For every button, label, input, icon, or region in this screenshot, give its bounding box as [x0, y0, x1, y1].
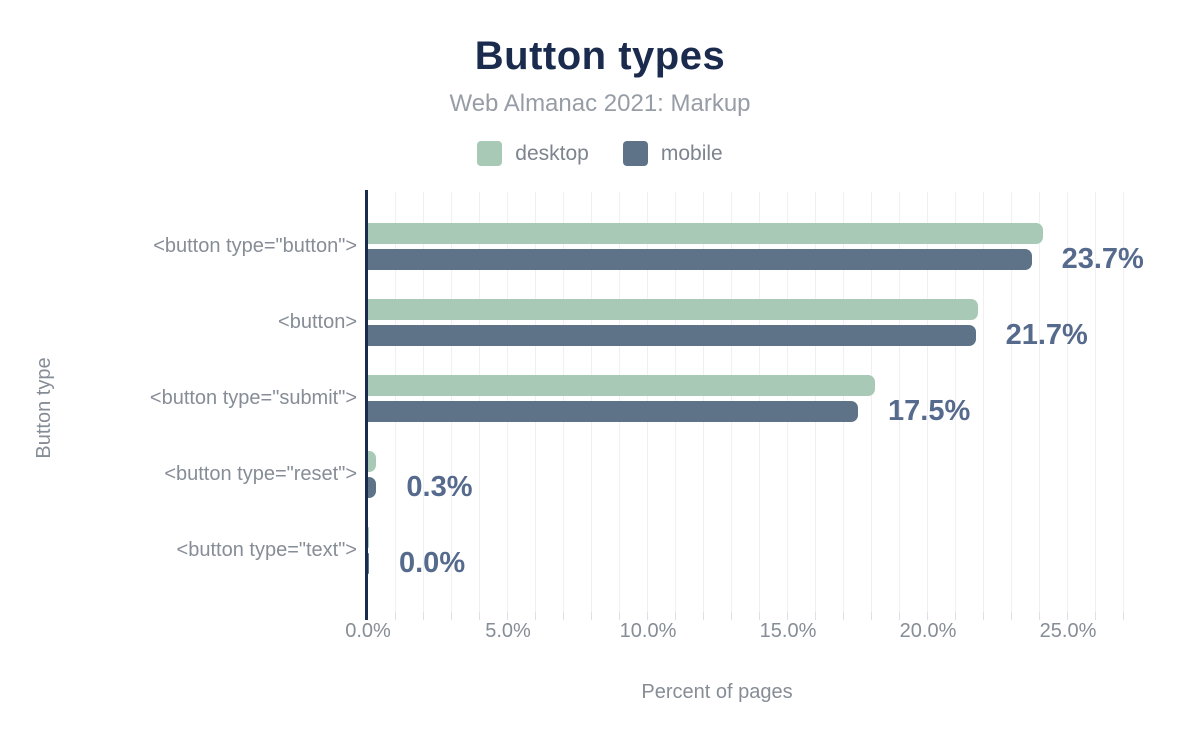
category-label: <button> — [278, 311, 357, 333]
value-label: 0.0% — [399, 547, 466, 579]
bar-desktop — [368, 450, 377, 472]
bar-group: 0.3% — [368, 436, 1138, 512]
bar-group: 17.5% — [368, 360, 1138, 436]
desktop-swatch-icon — [477, 141, 503, 166]
bar-mobile — [368, 324, 976, 346]
value-label: 17.5% — [888, 395, 971, 427]
x-axis-minor-tick — [675, 612, 676, 620]
x-axis-minor-tick — [899, 612, 900, 620]
x-axis-minor-tick — [927, 612, 928, 620]
mobile-swatch-icon — [622, 141, 648, 166]
chart-subtitle: Web Almanac 2021: Markup — [449, 90, 751, 117]
gridline — [871, 192, 872, 612]
x-axis-minor-tick — [871, 612, 872, 620]
x-axis-minor-tick — [731, 612, 732, 620]
bar-desktop — [368, 374, 875, 396]
x-axis-minor-tick — [1123, 612, 1124, 620]
bar-group: 21.7% — [368, 284, 1138, 360]
bar-desktop — [368, 222, 1043, 244]
x-tick-label: 15.0% — [759, 620, 817, 642]
legend-item-desktop: desktop — [477, 141, 589, 166]
x-axis-minor-tick — [955, 612, 956, 620]
gridline — [899, 192, 900, 612]
gridline — [927, 192, 928, 612]
bar-desktop — [368, 526, 369, 548]
x-axis-title: Percent of pages — [641, 681, 793, 703]
gridline — [1011, 192, 1012, 612]
x-axis-minor-tick — [1039, 612, 1040, 620]
category-labels: <button type="button"> <button> <button ty… — [0, 192, 357, 612]
gridline — [983, 192, 984, 612]
x-axis-tick-labels: 0.0% 5.0% 10.0% 15.0% 20.0% 25.0% — [345, 618, 1138, 644]
x-axis-minor-tick — [395, 612, 396, 620]
x-axis-minor-tick — [1095, 612, 1096, 620]
x-tick-label: 20.0% — [899, 620, 957, 642]
gridline — [1039, 192, 1040, 612]
category-label: <button type="reset"> — [164, 463, 357, 485]
x-axis-minor-tick — [507, 612, 508, 620]
legend-label: desktop — [515, 142, 589, 165]
value-label: 0.3% — [406, 471, 473, 503]
gridline — [1067, 192, 1068, 612]
gridline — [1095, 192, 1096, 612]
x-axis-minor-tick — [591, 612, 592, 620]
x-tick-label: 5.0% — [485, 620, 531, 642]
y-axis-line — [365, 190, 368, 620]
category-label: <button type="text"> — [176, 539, 357, 561]
x-axis-minor-tick — [1067, 612, 1068, 620]
gridline — [1123, 192, 1124, 612]
value-label: 23.7% — [1061, 243, 1144, 275]
plot-area: 23.7% 21.7% 17.5% 0.3% 0.0% — [365, 190, 1144, 620]
x-axis-minor-tick — [647, 612, 648, 620]
chart-title: Button types — [474, 34, 726, 78]
legend: desktop mobile — [0, 141, 1200, 166]
legend-label: mobile — [660, 142, 723, 165]
x-tick-label: 25.0% — [1039, 620, 1097, 642]
gridline — [955, 192, 956, 612]
x-axis-minor-tick — [759, 612, 760, 620]
x-axis-minor-tick — [479, 612, 480, 620]
x-axis-minor-tick — [423, 612, 424, 620]
x-axis-minor-tick — [619, 612, 620, 620]
x-tick-label: 0.0% — [345, 620, 391, 642]
x-axis-minor-tick — [451, 612, 452, 620]
category-label: <button type="submit"> — [149, 387, 357, 409]
bar-group: 0.0% — [368, 512, 1138, 588]
x-axis-minor-tick — [983, 612, 984, 620]
x-axis-minor-tick — [703, 612, 704, 620]
x-axis-minor-tick — [563, 612, 564, 620]
legend-item-mobile: mobile — [622, 141, 723, 166]
x-axis-minor-tick — [843, 612, 844, 620]
x-axis-minor-tick — [815, 612, 816, 620]
bar-mobile — [368, 552, 369, 574]
bar-mobile — [368, 248, 1032, 270]
bar-desktop — [368, 298, 979, 320]
category-label: <button type="button"> — [153, 235, 357, 257]
bar-mobile — [368, 476, 377, 498]
x-tick-label: 10.0% — [619, 620, 677, 642]
bar-group: 23.7% — [368, 208, 1144, 284]
x-axis-minor-tick — [787, 612, 788, 620]
bar-mobile — [368, 400, 858, 422]
x-axis-minor-tick — [1011, 612, 1012, 620]
x-axis-minor-tick — [535, 612, 536, 620]
value-label: 21.7% — [1005, 319, 1088, 351]
